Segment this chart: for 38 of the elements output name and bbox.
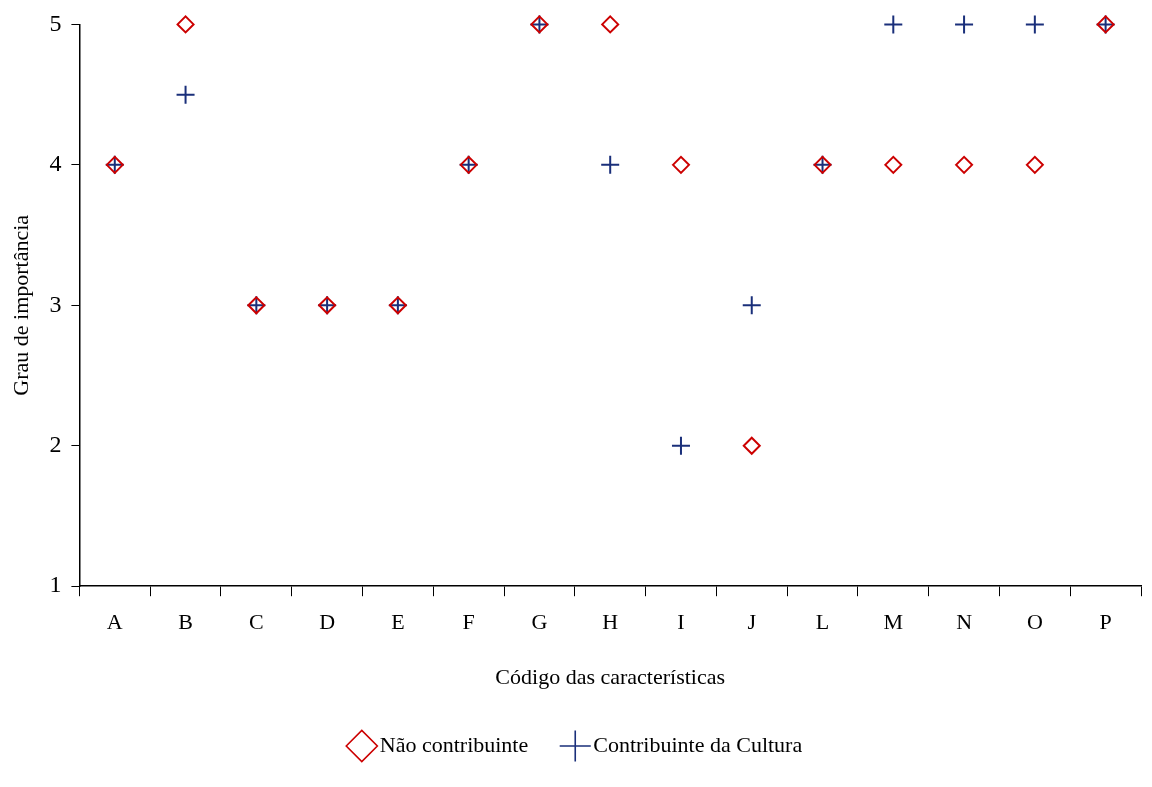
point bbox=[601, 15, 620, 34]
legend-label: Contribuinte da Cultura bbox=[593, 731, 803, 757]
point bbox=[671, 155, 690, 174]
point bbox=[176, 15, 195, 34]
point bbox=[955, 155, 974, 174]
x-tick-label: P bbox=[1099, 609, 1112, 635]
y-tick-label: 4 bbox=[49, 150, 62, 177]
point bbox=[954, 14, 975, 35]
x-tick-label: A bbox=[106, 609, 123, 635]
x-tick-label: H bbox=[602, 609, 619, 635]
y-tick-label: 2 bbox=[49, 431, 62, 458]
point bbox=[741, 295, 762, 316]
x-tick-label: F bbox=[462, 609, 475, 635]
point bbox=[884, 155, 903, 174]
y-tick-label: 1 bbox=[49, 571, 62, 598]
x-tick-label: C bbox=[248, 609, 264, 635]
y-tick-label: 3 bbox=[49, 290, 62, 317]
x-tick-label: L bbox=[815, 609, 830, 635]
point bbox=[1025, 155, 1044, 174]
x-tick-label: G bbox=[531, 609, 548, 635]
x-tick-label: D bbox=[319, 609, 336, 635]
point bbox=[883, 14, 904, 35]
x-tick-label: J bbox=[747, 609, 757, 635]
y-axis-title: Grau de importância bbox=[7, 214, 33, 396]
x-tick-label: B bbox=[178, 609, 193, 635]
point bbox=[742, 436, 761, 455]
legend-label: Não contribuinte bbox=[379, 731, 529, 757]
point bbox=[600, 154, 621, 175]
point bbox=[175, 84, 196, 105]
point bbox=[1024, 14, 1045, 35]
x-tick-label: N bbox=[956, 609, 973, 635]
x-tick-label: E bbox=[391, 609, 405, 635]
x-tick-label: O bbox=[1026, 609, 1043, 635]
x-tick-label: I bbox=[677, 609, 685, 635]
point bbox=[670, 435, 691, 456]
x-tick-label: M bbox=[883, 609, 904, 635]
x-axis-title: Código das características bbox=[495, 663, 726, 689]
y-tick-label: 5 bbox=[49, 9, 62, 36]
